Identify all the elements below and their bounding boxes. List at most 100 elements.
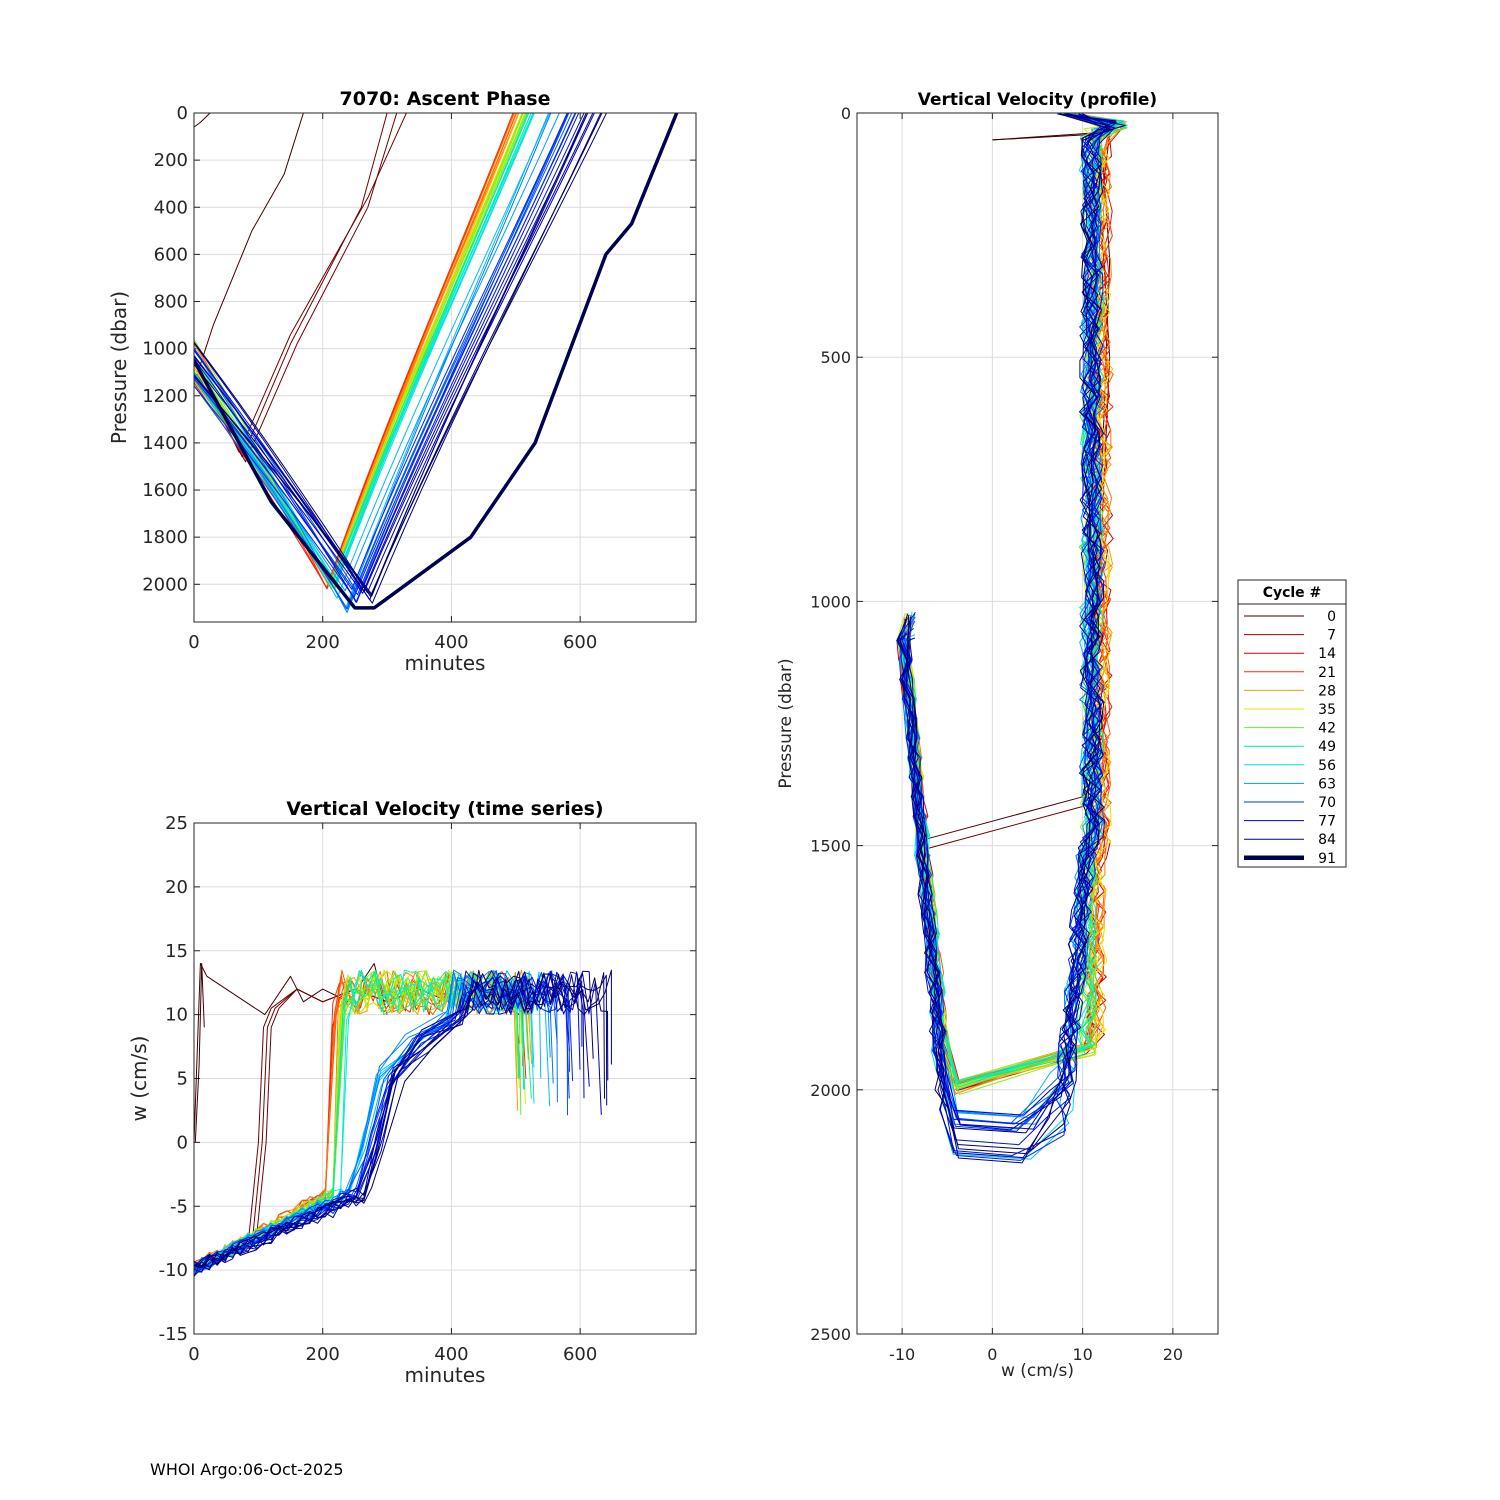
profile-ylabel: Pressure (dbar) (776, 658, 796, 788)
ascent-ytick-label: 400 (154, 197, 188, 218)
ascent-series-line (194, 113, 589, 594)
profile-ytick-label: 2000 (810, 1081, 851, 1100)
ascent-series-line (194, 113, 524, 586)
legend-entry-label: 7 (1327, 628, 1336, 644)
timeseries-ytick-label: -5 (170, 1196, 188, 1217)
timeseries-ytick-label: 25 (165, 813, 188, 834)
legend-entry-label: 84 (1318, 832, 1336, 848)
ascent-ylabel: Pressure (dbar) (107, 291, 131, 444)
timeseries-title: Vertical Velocity (time series) (286, 798, 603, 820)
timeseries-series-line (194, 969, 612, 1269)
ascent-ytick-label: 1800 (142, 527, 188, 548)
ascent-series-line (194, 113, 577, 599)
ascent-ytick-label: 800 (154, 292, 188, 313)
profile-ytick-label: 2500 (810, 1325, 851, 1344)
ascent-ytick-label: 1000 (142, 339, 188, 360)
profile-ytick-label: 1500 (810, 837, 851, 856)
timeseries-axes: 0 200 400 600 -15 -10 -5 0 5 10 15 20 25 Vertical Vel… (127, 798, 696, 1387)
ascent-ytick-label: 200 (154, 150, 188, 171)
profile-title: Vertical Velocity (profile) (918, 90, 1157, 110)
profile-series-line (901, 113, 1116, 1130)
ascent-ytick-label: 1600 (142, 480, 188, 501)
ascent-series-line (194, 113, 594, 593)
timeseries-ylabel: w (cm/s) (127, 1036, 151, 1122)
profile-axes: -10 0 10 20 0 500 1000 1500 2000 2500 Vertical Vel… (776, 90, 1218, 1381)
profile-series-line (900, 113, 1110, 1116)
ascent-series-line (194, 113, 304, 385)
timeseries-ytick-label: -15 (159, 1324, 188, 1345)
ascent-xtick-label: 0 (188, 632, 199, 653)
ascent-frame (193, 112, 697, 623)
legend-entry-label: 28 (1318, 683, 1336, 699)
ascent-series-line (194, 113, 603, 598)
profile-series-line (897, 113, 1117, 1159)
ascent-series-line (194, 113, 211, 128)
profile-ytick-label: 1000 (810, 592, 851, 611)
legend-title: Cycle # (1263, 585, 1322, 601)
ascent-xtick-label: 200 (306, 632, 340, 653)
timeseries-xtick-label: 600 (563, 1344, 597, 1365)
legend-entry-label: 63 (1318, 776, 1336, 792)
ascent-plot-area (194, 113, 696, 622)
legend-entry-label: 91 (1318, 851, 1336, 867)
timeseries-series-line (194, 971, 602, 1268)
timeseries-series-line (194, 969, 609, 1271)
ascent-series-91-line (194, 113, 679, 610)
ascent-series-line (194, 113, 535, 585)
timeseries-ytick-label: 0 (177, 1132, 188, 1153)
timeseries-ytick-label: 10 (165, 1005, 188, 1026)
ascent-ytick-label: 1200 (142, 386, 188, 407)
ascent-xtick-label: 600 (563, 632, 597, 653)
legend-entry-label: 42 (1318, 721, 1336, 737)
profile-xtick-label: 0 (987, 1345, 997, 1364)
timeseries-series-line (194, 970, 594, 1268)
profile-ytick-label: 0 (841, 104, 851, 123)
timeseries-series-group (194, 963, 612, 1277)
legend-entry-label: 70 (1318, 795, 1336, 811)
timeseries-ytick-label: 20 (165, 877, 188, 898)
timeseries-ytick-label: 5 (177, 1069, 188, 1090)
profile-frame (856, 112, 1219, 1335)
legend-entry-label: 56 (1318, 758, 1336, 774)
legend-entry-label: 0 (1327, 609, 1336, 625)
timeseries-ytick-label: 15 (165, 941, 188, 962)
ascent-series-line (194, 113, 535, 584)
timeseries-xtick-label: 400 (434, 1344, 468, 1365)
ascent-series-line (194, 113, 602, 604)
profile-xtick-label: 20 (1163, 1345, 1183, 1364)
profile-series-line (901, 113, 1116, 1150)
ascent-title: 7070: Ascent Phase (340, 88, 551, 110)
timeseries-xlabel: minutes (405, 1363, 486, 1387)
timeseries-series-line (194, 972, 605, 1273)
profile-xtick-label: 10 (1072, 1345, 1092, 1364)
ascent-series-line (194, 113, 560, 592)
timeseries-series-line (194, 972, 608, 1267)
ascent-xlabel: minutes (405, 651, 486, 675)
ascent-series-group (194, 113, 679, 613)
ascent-ytick-label: 600 (154, 244, 188, 265)
profile-series-line (907, 113, 1126, 1131)
ascent-ytick-label: 0 (177, 103, 188, 124)
timeseries-series-line (194, 963, 205, 1143)
profile-xlabel: w (cm/s) (1001, 1361, 1074, 1381)
profile-series-line (899, 113, 1117, 1134)
ascent-xtick-label: 400 (434, 632, 468, 653)
timeseries-xtick-label: 0 (188, 1344, 199, 1365)
legend-entry-label: 21 (1318, 665, 1336, 681)
legend-entry-label: 77 (1318, 814, 1336, 830)
profile-legend: Cycle # 0 7 14 21 28 35 42 49 56 63 70 77 84 91 (1237, 579, 1347, 868)
ascent-series-line (194, 113, 585, 591)
timeseries-frame (193, 822, 697, 1335)
ascent-axes: 0 200 400 600 0 200 400 600 800 1000 1200 1400 1600 1… (107, 88, 696, 675)
legend-entry-label: 49 (1318, 739, 1336, 755)
ascent-ytick-label: 1400 (142, 433, 188, 454)
profile-xtick-label: -10 (889, 1345, 915, 1364)
profile-series-line (896, 113, 1110, 1164)
ascent-series-line (194, 113, 568, 590)
ascent-ytick-label: 2000 (142, 574, 188, 595)
legend-entry-label: 35 (1318, 702, 1336, 718)
ascent-series-line (194, 113, 570, 603)
timeseries-ytick-label: -10 (159, 1260, 188, 1281)
profile-ytick-label: 500 (820, 348, 851, 367)
